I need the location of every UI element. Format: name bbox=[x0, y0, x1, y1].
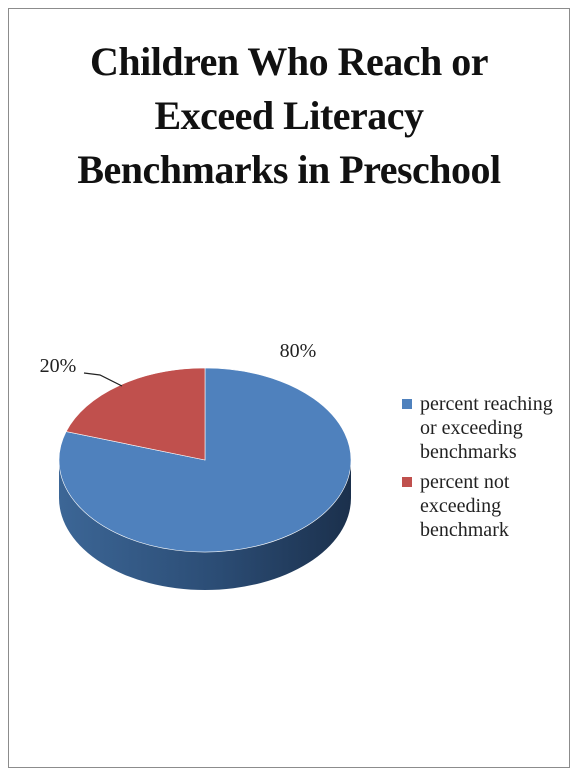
data-label-not-exceeding: 20% bbox=[40, 355, 77, 377]
legend-label-not-exceeding-line-3: benchmark bbox=[420, 519, 509, 541]
legend-item-reaching: percent reaching or exceeding benchmarks bbox=[402, 392, 572, 464]
legend-label-reaching-line-1: percent reaching bbox=[420, 393, 553, 415]
legend-swatch-reaching bbox=[402, 399, 412, 409]
title-line-3: Benchmarks in Preschool bbox=[77, 147, 501, 192]
legend-swatch-not-exceeding bbox=[402, 477, 412, 487]
chart-title: Children Who Reach or Exceed Literacy Be… bbox=[9, 35, 569, 197]
title-line-2: Exceed Literacy bbox=[154, 93, 424, 138]
chart-legend: percent reaching or exceeding benchmarks… bbox=[402, 392, 572, 548]
pie-slice-not-exceeding bbox=[65, 367, 206, 461]
pie-side-wall bbox=[59, 460, 351, 590]
legend-label-not-exceeding-line-2: exceeding bbox=[420, 495, 502, 517]
legend-label-reaching-line-3: benchmarks bbox=[420, 441, 517, 463]
data-label-reaching: 80% bbox=[280, 340, 317, 362]
legend-label-reaching-line-2: or exceeding bbox=[420, 417, 523, 439]
chart-frame: Children Who Reach or Exceed Literacy Be… bbox=[8, 8, 570, 768]
leader-line-not-exceeding bbox=[83, 372, 123, 387]
legend-label-not-exceeding-line-1: percent not bbox=[420, 471, 510, 493]
legend-item-not-exceeding: percent not exceeding benchmark bbox=[402, 470, 572, 542]
title-line-1: Children Who Reach or bbox=[89, 39, 489, 84]
